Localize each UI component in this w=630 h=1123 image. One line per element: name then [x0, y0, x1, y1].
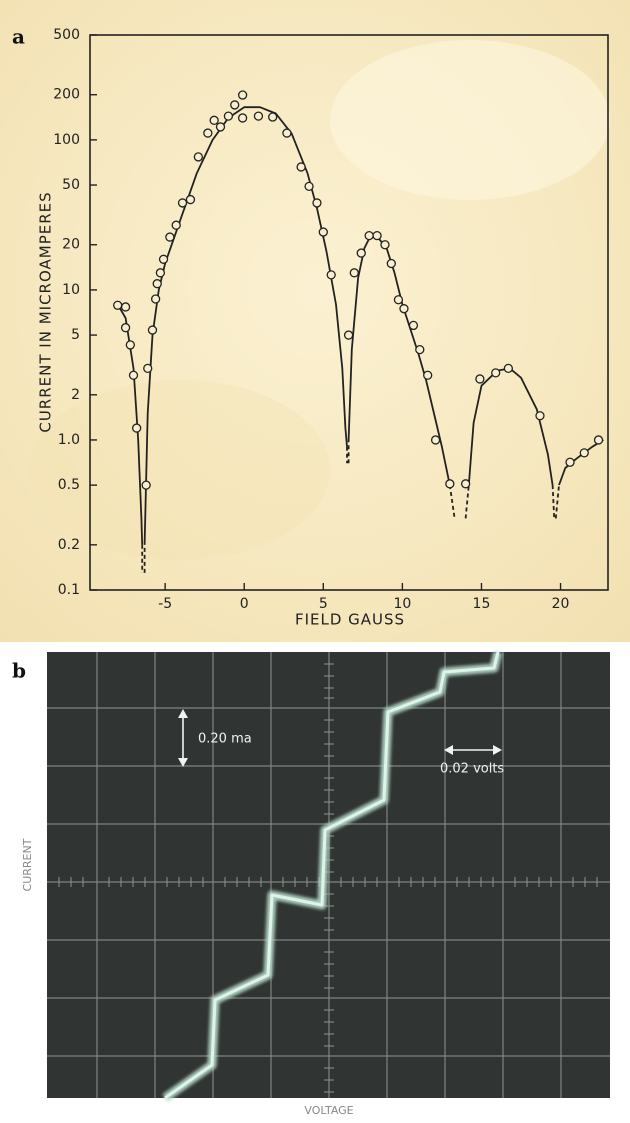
data-point [165, 232, 175, 242]
data-point [475, 374, 485, 384]
x-tick-label: 20 [552, 596, 570, 612]
data-point [141, 480, 151, 490]
voltage-scale-label: 0.02 volts [440, 762, 504, 777]
y-tick-label: 500 [53, 27, 80, 43]
data-point [349, 268, 359, 278]
fit-curve-dashed [141, 440, 560, 573]
data-point [158, 254, 169, 264]
y-tick-label: 50 [62, 177, 80, 193]
y-tick-label: 10 [62, 282, 80, 298]
data-point [113, 300, 123, 310]
y-tick-label: 0.2 [58, 537, 80, 553]
data-point [282, 128, 292, 138]
y-axis-label: CURRENT [21, 838, 34, 891]
x-tick-label: 15 [473, 596, 491, 612]
data-point [535, 411, 545, 421]
data-point [230, 100, 240, 110]
data-point [491, 368, 501, 378]
data-point [120, 302, 131, 312]
voltage-scale-arrow [444, 745, 502, 755]
y-tick-label: 0.5 [58, 477, 80, 493]
x-tick-label: 10 [393, 596, 411, 612]
data-point [296, 162, 306, 172]
data-point [408, 320, 419, 331]
data-point [415, 344, 425, 355]
x-tick-label: 0 [240, 596, 249, 612]
data-point [399, 304, 409, 314]
panel-label: a [12, 25, 25, 49]
data-point [312, 198, 322, 208]
data-point [423, 370, 433, 380]
y-tick-label: 5 [71, 327, 80, 343]
data-point [386, 258, 396, 269]
y-tick-label: 200 [53, 87, 80, 103]
current-scale-arrow [178, 709, 188, 767]
data-point [177, 198, 188, 208]
data-point [565, 457, 575, 467]
plot-frame [89, 34, 609, 591]
data-point [364, 230, 374, 241]
data-point [393, 295, 404, 305]
x-axis-label: VOLTAGE [304, 1104, 353, 1117]
data-point [128, 370, 139, 380]
data-point [356, 248, 366, 258]
paper-texture [330, 40, 610, 200]
data-point [579, 448, 589, 458]
data-point [237, 113, 248, 123]
y-tick-label: 100 [53, 132, 80, 148]
data-point [304, 181, 314, 192]
y-tick-label: 20 [62, 237, 80, 253]
panel-label: b [12, 659, 26, 683]
fit-curve [116, 106, 604, 545]
data-point [147, 325, 158, 335]
data-point [460, 479, 471, 489]
x-tick-label: -5 [158, 596, 172, 612]
data-point [430, 435, 441, 445]
scope-axis-ticks [58, 663, 598, 1093]
data-point [185, 194, 196, 205]
data-point [318, 227, 328, 237]
data-point [120, 323, 131, 333]
data-point [209, 115, 219, 125]
data-point [503, 363, 514, 374]
data-point [171, 220, 181, 230]
data-point [326, 270, 336, 280]
data-point [203, 128, 213, 138]
data-point [155, 268, 166, 278]
data-point [380, 240, 390, 250]
y-tick-label: 0.1 [58, 582, 80, 598]
data-point [372, 230, 382, 241]
x-axis-label: FIELD GAUSS [295, 611, 405, 629]
paper-texture [30, 380, 330, 560]
scope-trace-core [164, 651, 500, 1100]
data-point [223, 111, 234, 121]
data-point [215, 122, 226, 132]
data-point [193, 152, 203, 162]
data-point [445, 479, 455, 489]
data-point [253, 111, 264, 121]
y-tick-label: 2 [71, 387, 80, 403]
x-tick-label: 5 [319, 596, 328, 612]
data-point [237, 90, 248, 100]
data-point [150, 294, 161, 304]
data-point [593, 435, 604, 445]
y-tick-label: 1.0 [58, 432, 80, 448]
data-point [125, 340, 135, 350]
data-point [143, 363, 153, 374]
y-axis-label: CURRENT IN MICROAMPERES [37, 191, 55, 432]
data-point [268, 112, 278, 122]
data-point [132, 423, 142, 433]
data-point [152, 279, 162, 289]
current-scale-label: 0.20 ma [198, 732, 252, 747]
data-point [343, 330, 354, 340]
